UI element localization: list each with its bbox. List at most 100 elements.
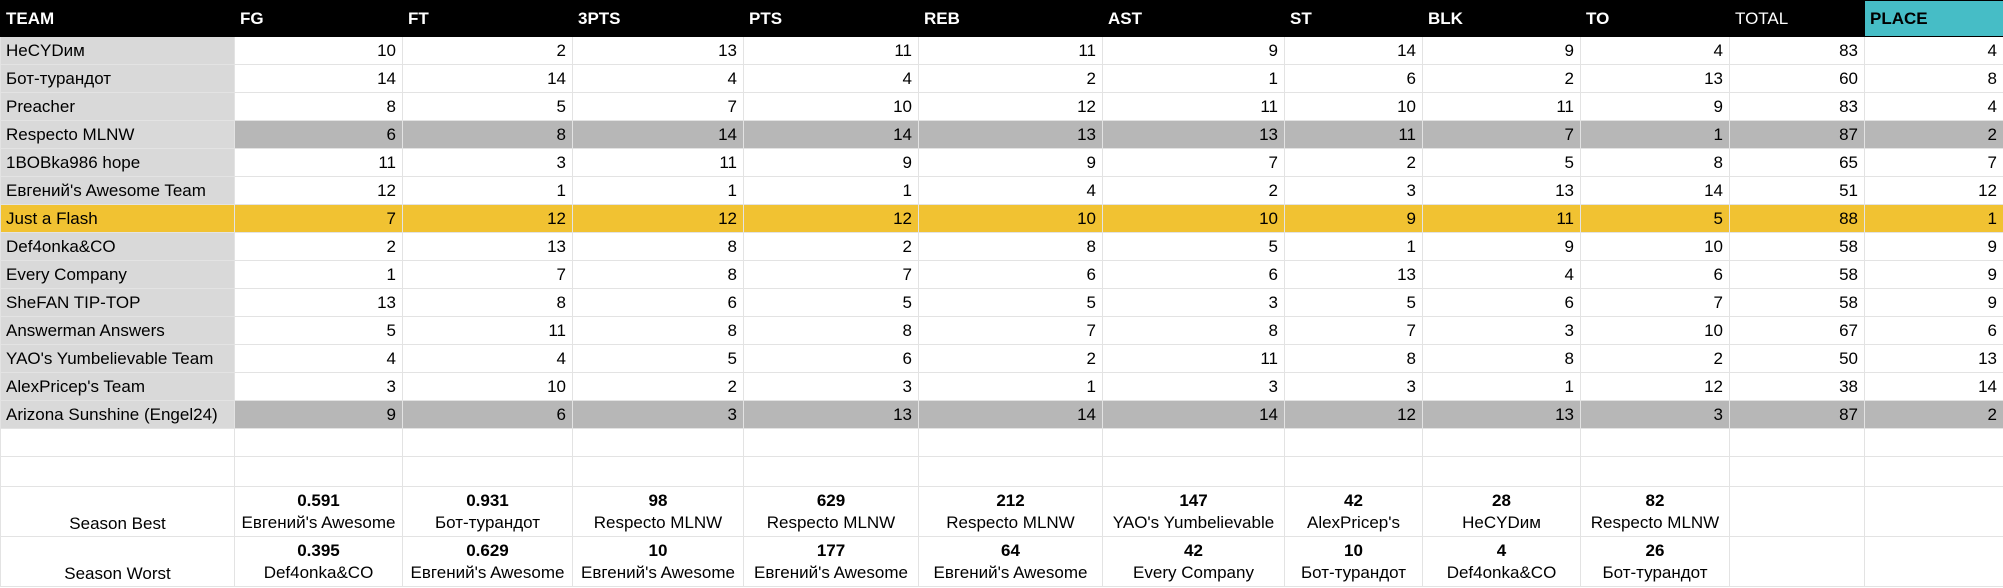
three-cell[interactable]: 6 [572,288,744,317]
season-best-cell[interactable]: 0.931 Бот-турандот [402,486,573,537]
empty-cell[interactable] [1729,456,1865,487]
team-name-cell[interactable]: Just a Flash [0,204,235,233]
reb-cell[interactable]: 11 [918,36,1103,65]
pts-cell[interactable]: 5 [743,288,919,317]
st-cell[interactable]: 5 [1284,288,1423,317]
pts-cell[interactable]: 13 [743,400,919,429]
ft-cell[interactable]: 11 [402,316,573,345]
season-best-cell[interactable]: 629 Respecto MLNW [743,486,919,537]
place-cell[interactable]: 1 [1864,204,2003,233]
team-name-cell[interactable]: Бот-турандот [0,64,235,93]
three-cell[interactable]: 8 [572,316,744,345]
three-cell[interactable]: 4 [572,64,744,93]
season-best-cell[interactable]: 42 AlexPricep's [1284,486,1423,537]
total-cell[interactable]: 88 [1729,204,1865,233]
fg-cell[interactable]: 1 [234,260,403,289]
team-name-cell[interactable]: Def4onka&CO [0,232,235,261]
team-name-cell[interactable]: Every Company [0,260,235,289]
empty-cell[interactable] [402,428,573,457]
empty-cell[interactable] [1422,456,1581,487]
st-cell[interactable]: 14 [1284,36,1423,65]
empty-cell[interactable] [1864,456,2003,487]
header-ft[interactable]: FT [402,0,573,37]
to-cell[interactable]: 3 [1580,400,1730,429]
three-cell[interactable]: 8 [572,232,744,261]
st-cell[interactable]: 8 [1284,344,1423,373]
season-best-label[interactable]: Season Best [0,486,235,537]
total-cell[interactable]: 51 [1729,176,1865,205]
ft-cell[interactable]: 8 [402,288,573,317]
ast-cell[interactable]: 3 [1102,288,1285,317]
season-worst-label[interactable]: Season Worst [0,536,235,587]
team-name-cell[interactable]: AlexPricep's Team [0,372,235,401]
ft-cell[interactable]: 4 [402,344,573,373]
total-cell[interactable]: 58 [1729,260,1865,289]
ast-cell[interactable]: 8 [1102,316,1285,345]
season-best-cell[interactable]: 212 Respecto MLNW [918,486,1103,537]
three-cell[interactable]: 7 [572,92,744,121]
team-name-cell[interactable]: Respecto MLNW [0,120,235,149]
empty-cell[interactable] [1729,428,1865,457]
ast-cell[interactable]: 5 [1102,232,1285,261]
team-name-cell[interactable]: НеCYDим [0,36,235,65]
reb-cell[interactable]: 6 [918,260,1103,289]
empty-cell[interactable] [1102,428,1285,457]
empty-cell[interactable] [572,428,744,457]
st-cell[interactable]: 6 [1284,64,1423,93]
team-name-cell[interactable]: YAO's Yumbelievable Team [0,344,235,373]
three-cell[interactable]: 13 [572,36,744,65]
reb-cell[interactable]: 10 [918,204,1103,233]
pts-cell[interactable]: 3 [743,372,919,401]
reb-cell[interactable]: 12 [918,92,1103,121]
pts-cell[interactable]: 12 [743,204,919,233]
header-blk[interactable]: BLK [1422,0,1581,37]
pts-cell[interactable]: 2 [743,232,919,261]
total-cell[interactable]: 87 [1729,400,1865,429]
empty-cell[interactable] [918,428,1103,457]
empty-cell[interactable] [1864,428,2003,457]
empty-cell[interactable] [743,456,919,487]
empty-cell[interactable] [402,456,573,487]
st-cell[interactable]: 9 [1284,204,1423,233]
fg-cell[interactable]: 14 [234,64,403,93]
header-to[interactable]: TO [1580,0,1730,37]
reb-cell[interactable]: 9 [918,148,1103,177]
team-name-cell[interactable]: SheFAN TIP-TOP [0,288,235,317]
blk-cell[interactable]: 7 [1422,120,1581,149]
reb-cell[interactable]: 5 [918,288,1103,317]
season-best-cell[interactable]: 82 Respecto MLNW [1580,486,1730,537]
season-best-cell[interactable]: 98 Respecto MLNW [572,486,744,537]
empty-cell[interactable] [1729,486,1865,537]
fg-cell[interactable]: 3 [234,372,403,401]
ast-cell[interactable]: 3 [1102,372,1285,401]
to-cell[interactable]: 12 [1580,372,1730,401]
total-cell[interactable]: 60 [1729,64,1865,93]
empty-cell[interactable] [1284,428,1423,457]
total-cell[interactable]: 58 [1729,288,1865,317]
header-st[interactable]: ST [1284,0,1423,37]
season-worst-cell[interactable]: 42 Every Company [1102,536,1285,587]
ft-cell[interactable]: 12 [402,204,573,233]
place-cell[interactable]: 8 [1864,64,2003,93]
blk-cell[interactable]: 1 [1422,372,1581,401]
total-cell[interactable]: 83 [1729,36,1865,65]
ast-cell[interactable]: 11 [1102,344,1285,373]
ft-cell[interactable]: 3 [402,148,573,177]
season-best-cell[interactable]: 28 НеCYDим [1422,486,1581,537]
blk-cell[interactable]: 9 [1422,232,1581,261]
empty-cell[interactable] [1284,456,1423,487]
ast-cell[interactable]: 10 [1102,204,1285,233]
fg-cell[interactable]: 9 [234,400,403,429]
st-cell[interactable]: 11 [1284,120,1423,149]
reb-cell[interactable]: 7 [918,316,1103,345]
header-fg[interactable]: FG [234,0,403,37]
three-cell[interactable]: 14 [572,120,744,149]
pts-cell[interactable]: 1 [743,176,919,205]
empty-cell[interactable] [1102,456,1285,487]
reb-cell[interactable]: 8 [918,232,1103,261]
reb-cell[interactable]: 1 [918,372,1103,401]
blk-cell[interactable]: 6 [1422,288,1581,317]
empty-cell[interactable] [234,428,403,457]
place-cell[interactable]: 4 [1864,92,2003,121]
season-worst-cell[interactable]: 10 Бот-турандот [1284,536,1423,587]
